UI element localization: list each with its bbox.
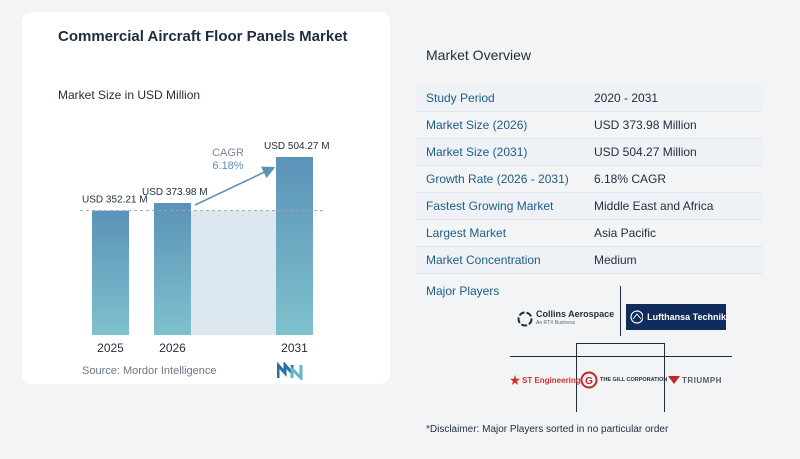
- row-label: Market Size (2026): [426, 118, 528, 132]
- grid-divider: [510, 356, 732, 357]
- overview-table: Study Period 2020 - 2031 Market Size (20…: [416, 85, 762, 274]
- row-value: 6.18% CAGR: [594, 172, 667, 186]
- bar-2026: [154, 202, 191, 335]
- overview-row: Study Period 2020 - 2031: [416, 85, 762, 112]
- triumph-chevron-icon: [668, 376, 680, 384]
- row-label: Market Size (2031): [426, 145, 528, 159]
- row-value: Middle East and Africa: [594, 199, 714, 213]
- mordor-logo-icon: [277, 362, 303, 380]
- row-label: Study Period: [426, 91, 495, 105]
- data-label-2031: USD 504.27 M: [264, 141, 330, 152]
- grid-divider: [620, 286, 621, 336]
- crane-icon: [630, 310, 644, 324]
- cagr-label: CAGR: [212, 147, 244, 159]
- triumph-text: TRIUMPH: [682, 375, 722, 385]
- row-label: Growth Rate (2026 - 2031): [426, 172, 569, 186]
- st-text: ST Engineering: [522, 375, 581, 385]
- x-tick-label: 2026: [159, 341, 186, 355]
- row-value: 2020 - 2031: [594, 91, 659, 105]
- row-label: Fastest Growing Market: [426, 199, 554, 213]
- overview-row: Market Size (2026) USD 373.98 Million: [416, 112, 762, 139]
- overview-row: Largest Market Asia Pacific: [416, 220, 762, 247]
- collins-subtext: An RTX Business: [536, 320, 576, 326]
- overview-row: Market Concentration Medium: [416, 247, 762, 274]
- chart-subtitle: Market Size in USD Million: [58, 88, 201, 102]
- players-logo-grid: [510, 286, 732, 412]
- collins-aerospace-logo: Collins Aerospace An RTX Business: [517, 308, 614, 330]
- overview-row: Fastest Growing Market Middle East and A…: [416, 193, 762, 220]
- row-label: Largest Market: [426, 226, 507, 240]
- data-label-2025: USD 352.21 M: [82, 195, 148, 206]
- row-value: USD 373.98 Million: [594, 118, 697, 132]
- lufthansa-text: Lufthansa Technik: [647, 312, 726, 322]
- row-value: Medium: [594, 253, 637, 267]
- row-value: Asia Pacific: [594, 226, 657, 240]
- collins-text: Collins Aerospace: [536, 309, 615, 319]
- overview-row: Market Size (2031) USD 504.27 Million: [416, 139, 762, 166]
- gill-corporation-logo: G THE GILL CORPORATION: [580, 370, 667, 390]
- cagr-value: 6.18%: [212, 160, 243, 172]
- disclaimer: *Disclaimer: Major Players sorted in no …: [426, 424, 669, 435]
- gill-text: THE GILL CORPORATION: [600, 377, 668, 383]
- st-star-icon: [510, 375, 520, 385]
- triumph-logo: TRIUMPH: [668, 374, 722, 386]
- gill-g-icon: G: [580, 371, 598, 389]
- chart-title: Commercial Aircraft Floor Panels Market: [58, 28, 348, 45]
- grid-divider: [664, 343, 665, 412]
- forecast-band: [191, 210, 276, 335]
- cagr-arrow: [194, 166, 276, 206]
- collins-swirl-icon: [517, 311, 533, 327]
- overview-row: Growth Rate (2026 - 2031) 6.18% CAGR: [416, 166, 762, 193]
- grid-divider: [576, 343, 577, 412]
- st-engineering-logo: ST Engineering: [510, 373, 581, 387]
- source-text: Source: Mordor Intelligence: [82, 365, 217, 377]
- grid-divider: [576, 343, 665, 344]
- players-title: Major Players: [426, 284, 500, 298]
- x-tick-label: 2031: [281, 341, 308, 355]
- x-tick-label: 2025: [97, 341, 124, 355]
- row-value: USD 504.27 Million: [594, 145, 697, 159]
- row-label: Market Concentration: [426, 253, 541, 267]
- bar-2031: [276, 157, 313, 335]
- bar-2025: [92, 210, 129, 335]
- data-label-2026: USD 373.98 M: [142, 187, 208, 198]
- lufthansa-technik-logo: Lufthansa Technik: [626, 304, 726, 330]
- svg-text:G: G: [585, 376, 593, 387]
- overview-title: Market Overview: [426, 47, 532, 63]
